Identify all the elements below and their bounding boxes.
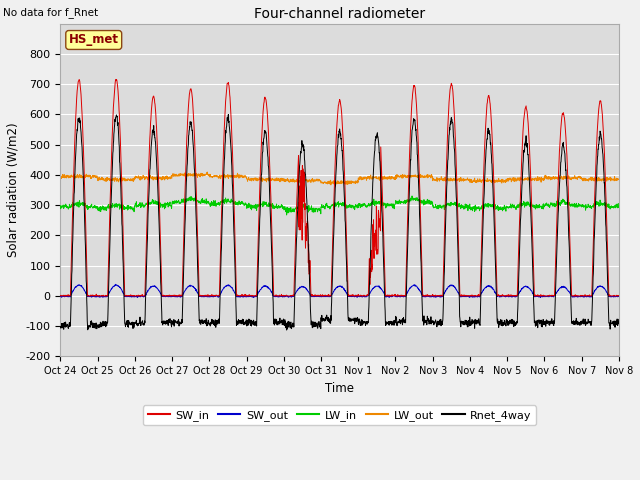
Title: Four-channel radiometer: Four-channel radiometer <box>254 7 425 21</box>
Legend: SW_in, SW_out, LW_in, LW_out, Rnet_4way: SW_in, SW_out, LW_in, LW_out, Rnet_4way <box>143 405 536 425</box>
Y-axis label: Solar radiation (W/m2): Solar radiation (W/m2) <box>7 123 20 257</box>
Text: No data for f_Rnet: No data for f_Rnet <box>3 7 99 18</box>
Text: HS_met: HS_met <box>68 34 119 47</box>
X-axis label: Time: Time <box>325 382 354 395</box>
